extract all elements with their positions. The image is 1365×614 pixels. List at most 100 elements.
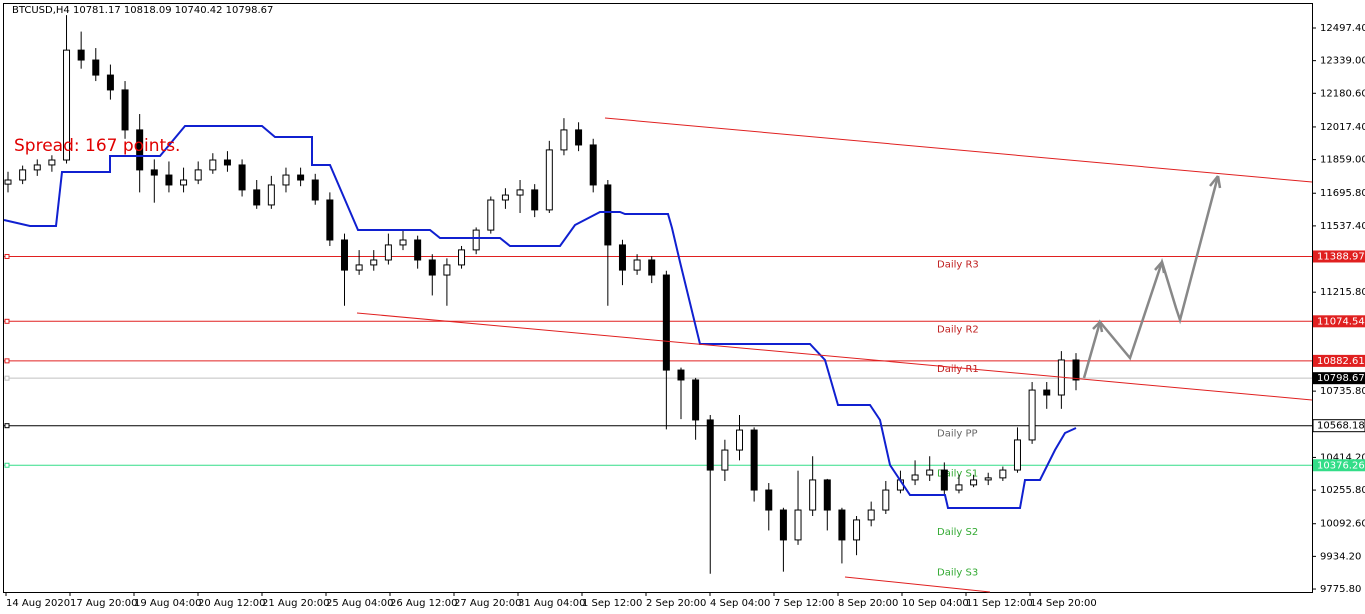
candle-body (428, 259, 436, 276)
level-label: Daily R2 (937, 324, 979, 335)
x-tick-label: 7 Sep 12:00 (774, 598, 834, 609)
level-label: Daily S2 (937, 527, 978, 538)
x-tick-label: 26 Aug 12:00 (390, 598, 457, 609)
x-tick-label: 14 Aug 2020 (6, 598, 70, 609)
spread-label: Spread: 167 points. (14, 136, 180, 156)
candle-body (926, 469, 934, 476)
candle-body (297, 174, 305, 181)
candle-body (4, 179, 12, 185)
candle-body (545, 149, 553, 211)
y-tick-label: 10735.80 (1320, 386, 1365, 397)
price-tag: 10568.18 (1317, 421, 1365, 432)
candle-body (882, 489, 890, 511)
candle-body (340, 239, 348, 271)
level-label: Daily S1 (937, 468, 978, 479)
candle-body (282, 174, 290, 186)
plot-frame (3, 3, 1313, 593)
price-tag: 10798.67 (1317, 373, 1365, 384)
level-handle (4, 253, 10, 259)
price-tag-bg (1313, 459, 1365, 472)
chart-header: BTCUSD,H4 10781.17 10818.09 10740.42 107… (12, 5, 273, 16)
candle-body (136, 129, 144, 171)
level-label: Daily S3 (937, 567, 978, 578)
candle-body (940, 469, 948, 491)
candle-body (370, 259, 378, 266)
x-tick-label: 31 Aug 04:00 (518, 598, 585, 609)
candle-body (779, 509, 787, 541)
price-tag-bg (1312, 419, 1365, 433)
y-tick-label: 10255.80 (1320, 485, 1365, 496)
candle-body (721, 449, 729, 471)
candle-body (999, 469, 1007, 479)
candle-body (662, 274, 670, 371)
candle-body (560, 129, 568, 151)
candle-body (238, 164, 246, 191)
x-tick-label: 20 Aug 12:00 (198, 598, 265, 609)
candle-body (33, 164, 41, 171)
candle-body (955, 484, 963, 491)
level-handle (4, 318, 10, 324)
candle-body (853, 519, 861, 541)
candle-body (984, 477, 992, 481)
candle-body (165, 174, 173, 186)
candle-body (48, 159, 56, 166)
channel-line (844, 576, 991, 593)
x-tick-label: 10 Sep 04:00 (902, 598, 969, 609)
candle-body (92, 59, 100, 76)
level-label: Daily PP (937, 429, 978, 440)
y-tick-label: 12180.60 (1320, 88, 1365, 99)
candle-body (911, 474, 919, 481)
candle-body (223, 159, 231, 166)
candle-body (765, 489, 773, 511)
level-handle (4, 358, 10, 364)
candle-body (750, 429, 758, 491)
channel-line (604, 117, 1313, 183)
candle-body (180, 179, 188, 186)
x-tick-label: 27 Aug 20:00 (454, 598, 521, 609)
candle-body (1072, 359, 1080, 381)
candle-body (501, 194, 509, 201)
candle-body (384, 244, 392, 261)
price-tag: 10882.61 (1317, 356, 1365, 367)
candle-body (648, 259, 656, 276)
candle-body (823, 479, 831, 511)
level-label: Daily R3 (937, 259, 979, 270)
candle-body (253, 189, 261, 206)
level-handle (4, 375, 10, 381)
candle-body (472, 229, 480, 251)
level-handle (4, 462, 10, 468)
candle-body (970, 479, 978, 486)
candle-body (121, 89, 129, 131)
y-tick-label: 11537.40 (1320, 221, 1365, 232)
candle-body (633, 259, 641, 271)
candle-body (1013, 439, 1021, 471)
y-tick-label: 12017.40 (1320, 122, 1365, 133)
candle-body (414, 239, 422, 261)
y-tick-label: 12497.40 (1320, 23, 1365, 34)
y-tick-label: 9775.80 (1320, 584, 1361, 595)
candle-body (575, 129, 583, 146)
plot: 12497.40 12339.00 12180.60 12017.40 11859.00… (4, 15, 1365, 609)
candle-body (838, 509, 846, 541)
candle-body (443, 264, 451, 276)
candle-body (63, 49, 71, 161)
x-tick-label: 21 Aug 20:00 (262, 598, 329, 609)
candle-body (194, 169, 202, 181)
candle-body (19, 169, 27, 181)
candle-body (209, 159, 217, 171)
candle-body (516, 189, 524, 196)
x-tick-label: 11 Sep 12:00 (966, 598, 1033, 609)
x-tick-label: 2 Sep 20:00 (646, 598, 706, 609)
y-tick-label: 9934.20 (1320, 551, 1361, 562)
y-tick-label: 10414.20 (1320, 452, 1365, 463)
y-tick-label: 10092.60 (1320, 519, 1365, 530)
y-tick-label: 11695.80 (1320, 188, 1365, 199)
trend-line (3, 125, 1077, 509)
candle-body (604, 184, 612, 246)
candle-body (794, 509, 802, 541)
price-tag-bg (1313, 315, 1365, 328)
candle-body (311, 179, 319, 201)
candle-body (589, 144, 597, 186)
candle-body (692, 379, 700, 421)
